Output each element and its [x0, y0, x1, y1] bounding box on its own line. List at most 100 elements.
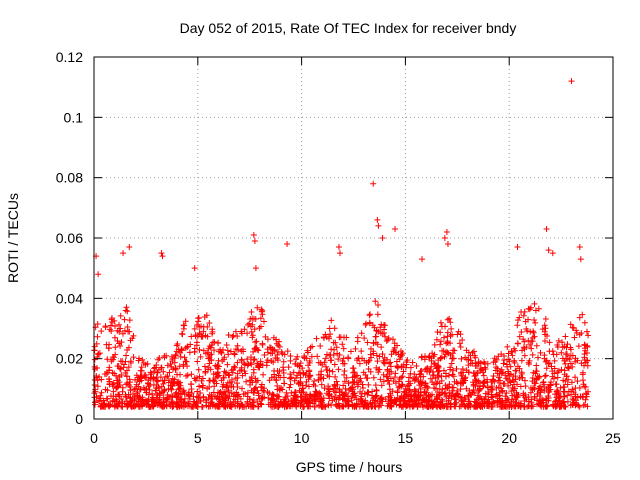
data-point — [162, 373, 169, 380]
data-point — [428, 357, 435, 364]
data-point — [264, 388, 271, 395]
data-point — [195, 315, 202, 322]
data-point — [466, 398, 473, 405]
data-point — [220, 356, 227, 363]
data-point — [223, 382, 230, 389]
data-point — [140, 359, 147, 366]
data-point — [521, 345, 528, 352]
data-point — [187, 403, 194, 410]
data-point — [194, 388, 201, 395]
data-point — [554, 342, 561, 349]
data-point — [205, 355, 212, 362]
data-point — [412, 387, 419, 394]
data-point — [454, 331, 461, 338]
data-point — [475, 378, 482, 385]
data-point — [572, 374, 579, 381]
data-point — [317, 396, 324, 403]
data-point — [296, 362, 303, 369]
data-point — [511, 358, 518, 365]
y-tick-label: 0.1 — [64, 109, 84, 125]
data-point — [576, 244, 583, 251]
data-point — [137, 367, 144, 374]
data-point — [248, 387, 255, 394]
data-point — [309, 400, 316, 407]
data-point — [499, 369, 506, 376]
data-point — [516, 375, 523, 382]
data-point — [444, 241, 451, 248]
data-point — [341, 395, 348, 402]
data-point — [306, 359, 313, 366]
data-point — [458, 380, 465, 387]
data-point — [139, 356, 146, 363]
data-point — [210, 401, 217, 408]
data-point — [542, 316, 549, 323]
data-point — [441, 334, 448, 341]
data-point — [184, 372, 191, 379]
data-point — [450, 367, 457, 374]
data-point — [140, 400, 147, 407]
data-point — [362, 371, 369, 378]
data-point — [583, 349, 590, 356]
data-point — [137, 374, 144, 381]
data-point — [94, 333, 101, 340]
data-point — [406, 397, 413, 404]
data-point — [335, 356, 342, 363]
data-point — [246, 320, 253, 327]
data-point — [484, 399, 491, 406]
data-point — [256, 395, 263, 402]
data-point — [574, 394, 581, 401]
data-point — [328, 317, 335, 324]
data-point — [284, 393, 291, 400]
data-point — [326, 325, 333, 332]
data-point — [132, 402, 139, 409]
data-point — [417, 379, 424, 386]
data-point — [110, 379, 117, 386]
data-point — [396, 356, 403, 363]
data-point — [251, 356, 258, 363]
data-point — [372, 397, 379, 404]
data-point — [233, 389, 240, 396]
data-point — [512, 373, 519, 380]
data-point — [389, 336, 396, 343]
data-point — [194, 358, 201, 365]
data-point — [94, 383, 101, 390]
data-point — [501, 352, 508, 359]
data-point — [211, 339, 218, 346]
data-point — [98, 376, 105, 383]
data-point — [380, 378, 387, 385]
data-point — [442, 382, 449, 389]
data-point — [199, 384, 206, 391]
data-point — [546, 360, 553, 367]
data-point — [473, 403, 480, 410]
data-point — [373, 387, 380, 394]
data-point — [206, 383, 213, 390]
data-point — [320, 375, 327, 382]
data-point — [292, 360, 299, 367]
data-point — [150, 381, 157, 388]
data-point — [426, 354, 433, 361]
data-point — [383, 373, 390, 380]
data-point — [395, 378, 402, 385]
data-point — [196, 329, 203, 336]
data-point — [161, 387, 168, 394]
data-point — [485, 388, 492, 395]
data-point — [133, 372, 140, 379]
data-point — [375, 222, 382, 229]
data-point — [355, 355, 362, 362]
data-point — [422, 380, 429, 387]
data-point — [484, 403, 491, 410]
data-point — [311, 403, 318, 410]
data-point — [560, 377, 567, 384]
data-point — [567, 360, 574, 367]
data-point — [96, 350, 103, 357]
data-point — [503, 361, 510, 368]
data-point — [561, 343, 568, 350]
data-point — [131, 386, 138, 393]
data-point — [138, 364, 145, 371]
data-point — [228, 403, 235, 410]
data-point — [482, 365, 489, 372]
data-point — [361, 390, 368, 397]
data-point — [533, 362, 540, 369]
data-point — [245, 361, 252, 368]
data-point — [424, 365, 431, 372]
